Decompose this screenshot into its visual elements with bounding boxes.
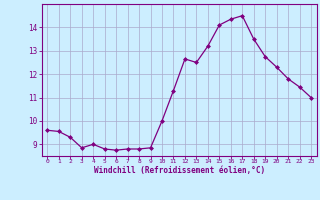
- X-axis label: Windchill (Refroidissement éolien,°C): Windchill (Refroidissement éolien,°C): [94, 166, 265, 175]
